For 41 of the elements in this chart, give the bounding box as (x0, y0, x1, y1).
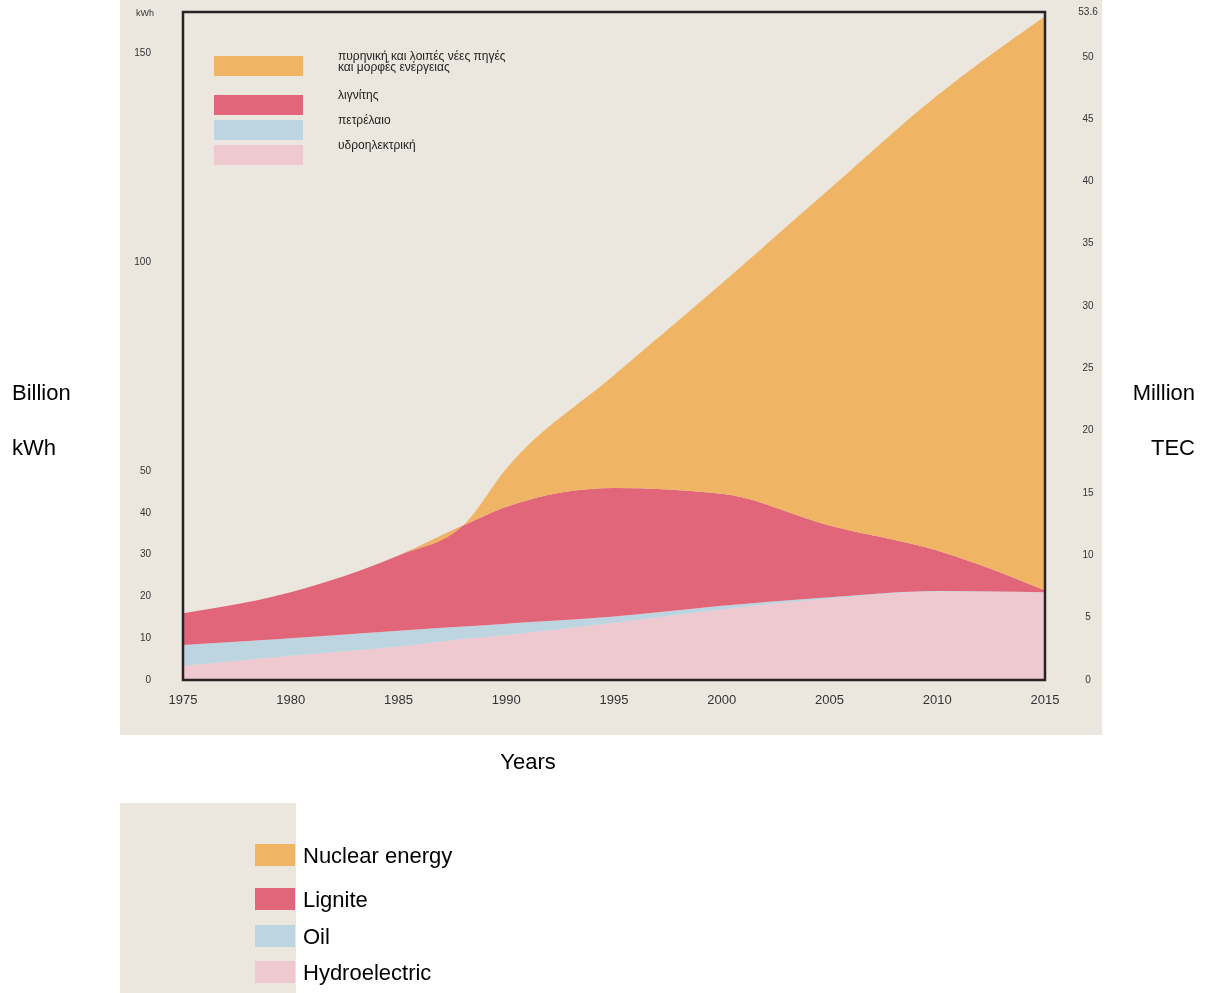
y-tick-label: 20 (139, 590, 152, 602)
y2-tick-label: 25 (1082, 362, 1094, 374)
x-tick-label: 2015 (1030, 692, 1060, 707)
y2-tick-label: 15 (1082, 486, 1094, 498)
x-tick-label: 1975 (168, 692, 198, 707)
x-tick-label: 2005 (815, 692, 844, 707)
y2-tick-label: 0 (1085, 673, 1092, 685)
x-tick-label: 2010 (922, 692, 952, 707)
x-tick-label: 1980 (276, 692, 306, 707)
y-tick-label: 50 (139, 464, 152, 476)
y2-tick-label: 30 (1082, 299, 1094, 311)
legend-label: Hydroelectric (303, 960, 432, 985)
y2-tick-label: 10 (1082, 549, 1094, 561)
y-tick-label: 0 (145, 673, 152, 685)
y2-tick-label: 50 (1082, 50, 1094, 62)
y2-tick-label: 53.6 (1078, 5, 1099, 17)
text: Billion kWh (12, 380, 71, 460)
legend-label: Nuclear energy (303, 843, 453, 868)
y2-tick-label: 5 (1085, 611, 1092, 623)
y2-tick-label: 40 (1082, 175, 1094, 187)
x-axis-title: Years (500, 749, 556, 774)
y2-tick-label: 45 (1082, 112, 1094, 124)
y-tick-label: 40 (139, 506, 152, 518)
annotation: υδροηλεκτρική (338, 138, 416, 152)
legend-label: Lignite (303, 887, 368, 912)
x-tick-label: 1995 (599, 692, 629, 707)
legend-label: Oil (303, 924, 330, 949)
x-tick-label: 1990 (491, 692, 521, 707)
text: Million TEC (1132, 380, 1195, 460)
text: kWh (136, 8, 154, 18)
y-tick-label: 100 (134, 256, 152, 268)
y-tick-label: 30 (139, 548, 152, 560)
annotation: λιγνίτης (338, 88, 379, 102)
y2-tick-label: 35 (1082, 237, 1094, 249)
annotation: πυρηνική και λοιπές νέες πηγές και μορφές ενέργειας (338, 49, 506, 74)
y2-tick-label: 20 (1082, 424, 1094, 436)
y-tick-label: 150 (134, 47, 152, 59)
x-tick-label: 1985 (384, 692, 413, 707)
annotation: πετρέλαιο (338, 113, 391, 127)
x-tick-label: 2000 (707, 692, 737, 707)
y-tick-label: 10 (139, 631, 152, 643)
